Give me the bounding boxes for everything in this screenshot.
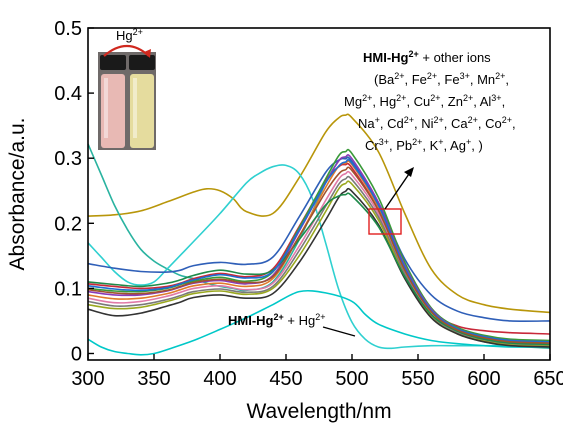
x-tick-label: 350: [137, 368, 170, 390]
series-line-4: [87, 289, 551, 356]
ion-line-2: Mg2+, Hg2+, Cu2+, Zn2+, Al3+,: [344, 93, 505, 109]
ion-annotation: HMI-Hg2+ + other ions (Ba2+, Fe2+, Fe3+,…: [344, 49, 516, 153]
y-tick-label: 0.5: [54, 18, 82, 40]
left-vial-solution: [101, 74, 125, 148]
x-axis-title: Wavelength/nm: [246, 400, 391, 423]
left-vial-cap: [100, 55, 126, 70]
pointer-arrow-line: [384, 170, 412, 210]
right-vial-glare: [133, 78, 137, 138]
series-line-16: [87, 166, 551, 344]
hg-annotation: HMI-Hg2+ + Hg2+: [228, 312, 356, 337]
x-tick-label: 550: [401, 368, 434, 390]
plot-frame: [87, 27, 551, 361]
left-vial-glare: [104, 78, 108, 138]
y-tick-label: 0.1: [54, 278, 82, 300]
y-tick-label: 0.2: [54, 213, 82, 235]
pointer-arrowhead-icon: [404, 167, 414, 177]
right-vial-cap: [129, 55, 155, 70]
x-tick-label: 600: [467, 368, 500, 390]
y-axis-title: Absorbance/a.u.: [6, 118, 29, 271]
series-line-3: [87, 164, 550, 350]
x-tick-label: 650: [533, 368, 563, 390]
ion-line-4: Cr3+, Pb2+, K+, Ag+, ): [365, 137, 483, 153]
ion-line-1: (Ba2+, Fe2+, Fe3+, Mn2+,: [374, 71, 509, 87]
ticks-layer: 300 350 400 450 500 550 600 650 0 0.1 0.2 0.3 0.4 0.5: [54, 18, 563, 390]
inset-photo: Hg2+: [98, 27, 156, 150]
x-tick-label: 400: [203, 368, 236, 390]
series-line-13: [87, 187, 551, 348]
right-vial-solution: [130, 74, 154, 148]
x-tick-label: 500: [335, 368, 368, 390]
y-tick-label: 0.3: [54, 148, 82, 170]
x-tick-label: 450: [269, 368, 302, 390]
arrowhead-icon: [144, 49, 151, 58]
y-tick-label: 0: [71, 343, 82, 365]
ion-annotation-heading: HMI-Hg2+ + other ions: [363, 49, 491, 65]
hg-pointer-line: [322, 326, 356, 337]
series-layer: [87, 113, 551, 356]
series-line-1: [87, 113, 551, 314]
y-tick-label: 0.4: [54, 83, 82, 105]
x-tick-label: 300: [71, 368, 104, 390]
series-line-14: [87, 192, 551, 346]
ion-line-3: Na+, Cd2+, Ni2+, Ca2+, Co2+,: [358, 115, 516, 131]
series-line-5: [87, 156, 551, 322]
inset-label: Hg2+: [116, 27, 143, 43]
hg-annotation-text: HMI-Hg2+ + Hg2+: [228, 312, 325, 328]
series-line-15: [87, 158, 551, 343]
